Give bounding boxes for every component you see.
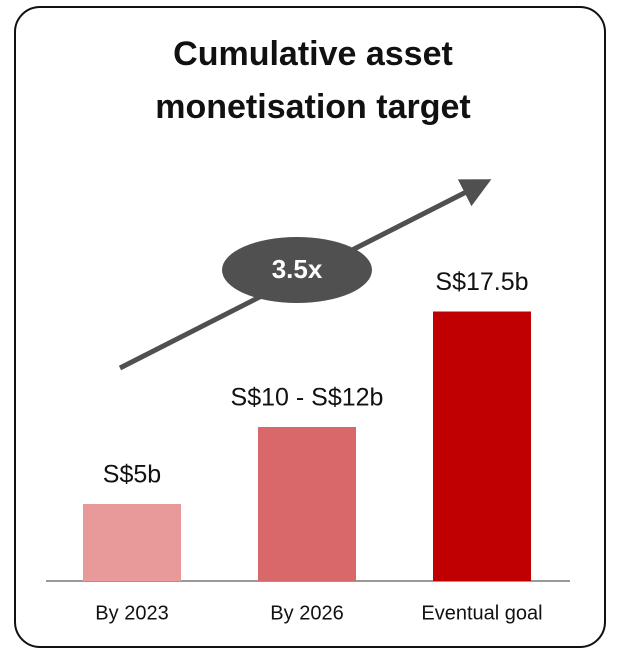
value-label: S$5b bbox=[103, 461, 161, 489]
x-tick-label: By 2023 bbox=[95, 602, 168, 624]
chart-title: Cumulative asset monetisation target bbox=[155, 35, 471, 126]
x-tick-label: Eventual goal bbox=[421, 602, 542, 624]
annotation: 3.5x bbox=[272, 254, 323, 284]
bar bbox=[83, 504, 181, 581]
card-frame bbox=[14, 6, 606, 648]
value-label: S$17.5b bbox=[435, 268, 528, 296]
value-label: S$10 - S$12b bbox=[231, 384, 384, 412]
bar bbox=[258, 427, 356, 581]
x-tick-label: By 2026 bbox=[270, 602, 343, 624]
bar bbox=[433, 311, 531, 581]
annotation-bubble bbox=[222, 237, 372, 303]
